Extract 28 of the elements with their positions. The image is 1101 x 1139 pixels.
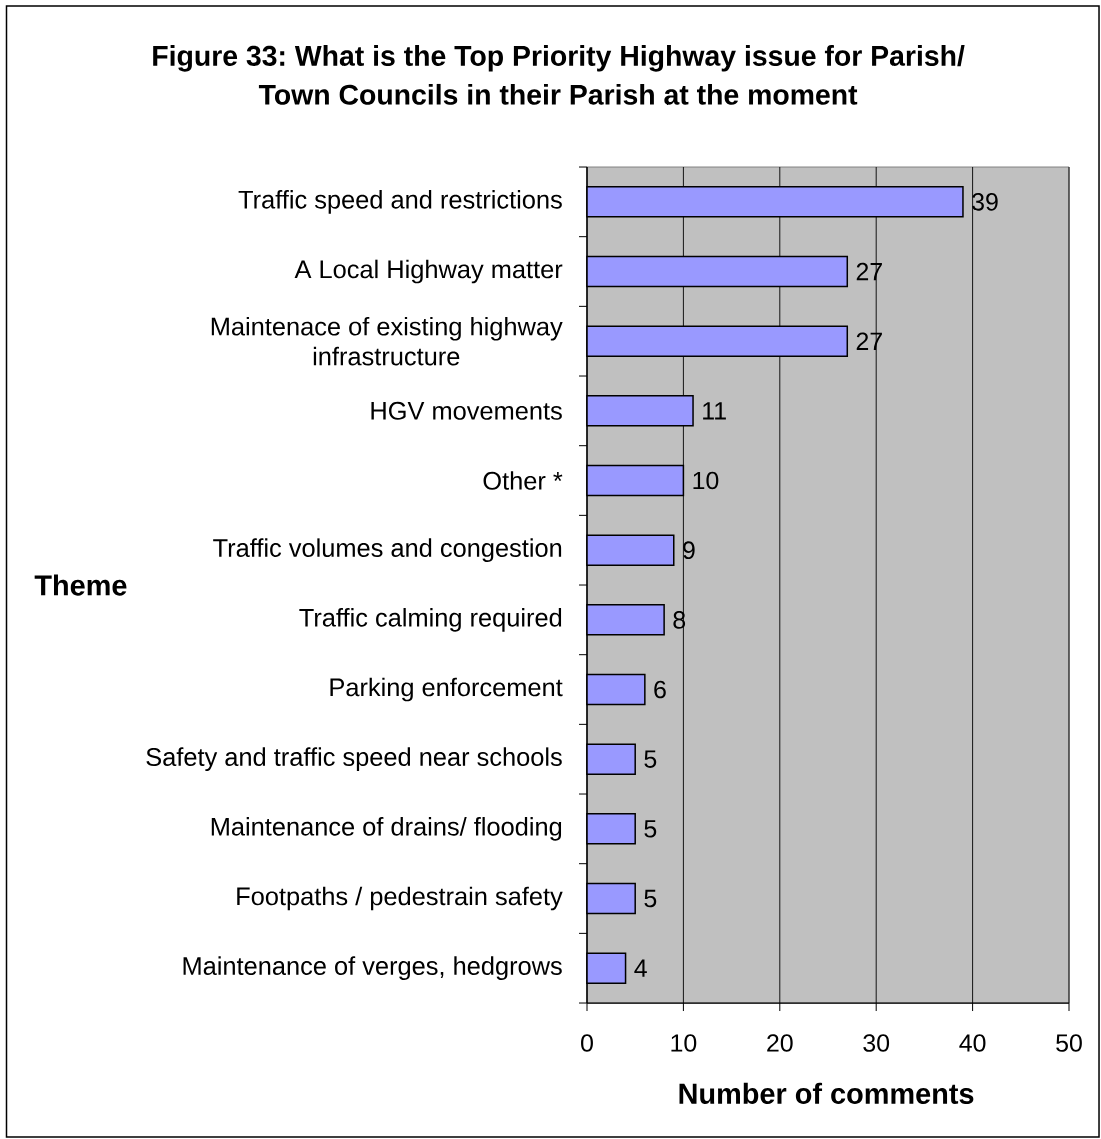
x-tick-label: 0 <box>581 1034 593 1052</box>
y-tick-label: Maintenance of verges, hedgrows <box>183 956 562 981</box>
data-label: 5 <box>644 750 657 768</box>
x-tick-label: 20 <box>767 1034 793 1052</box>
data-label: 10 <box>693 471 719 490</box>
chart-title: Figure 33: What is the Top Priority Highway issue for Parish/ Town Councils in their Parish at the moment <box>153 45 965 105</box>
y-tick-label: Safety and traffic speed near schools <box>146 747 562 772</box>
y-tick-label: Maintenance of drains/ flooding <box>211 817 562 841</box>
y-tick-label: Traffic volumes and congestion <box>213 538 562 563</box>
y-tick-label: Footpaths / pedestrain safety <box>237 886 563 911</box>
x-tick-label: 40 <box>959 1034 986 1052</box>
y-tick-label: Maintenace of existing highway infrastructure <box>211 316 563 366</box>
y-tick-label: Traffic speed and restrictions <box>238 190 562 214</box>
x-tick-label: 30 <box>863 1034 890 1052</box>
data-label: 11 <box>703 402 726 420</box>
y-tick-label: HGV movements <box>371 401 562 420</box>
y-tick-label: Other * <box>483 471 563 490</box>
x-tick-label: 50 <box>1056 1034 1082 1052</box>
y-axis-title: Theme <box>34 574 127 596</box>
y-tick-label: Traffic calming required <box>299 608 562 632</box>
y-tick-label: A Local Highway matter <box>294 259 563 284</box>
y-tick-label: Parking enforcement <box>330 677 563 702</box>
data-label: 5 <box>644 889 657 908</box>
data-label: 6 <box>654 680 666 699</box>
data-label: 4 <box>634 959 647 977</box>
data-label: 5 <box>644 820 657 838</box>
x-axis-title: Number of comments <box>679 1082 974 1104</box>
x-tick-label: 10 <box>671 1034 697 1052</box>
